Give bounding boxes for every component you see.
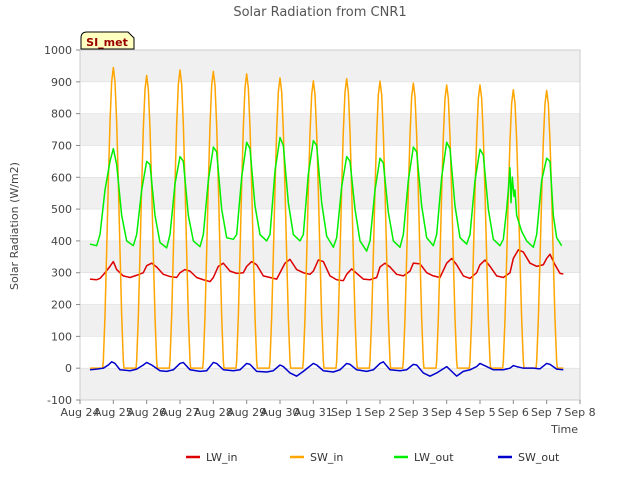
grid-band — [80, 368, 580, 400]
x-tick-label: Aug 27 — [161, 406, 200, 419]
y-tick-label: 300 — [51, 267, 72, 280]
x-tick-label: Sep 5 — [464, 406, 495, 419]
x-axis-label: Time — [550, 423, 578, 436]
grid-band — [80, 240, 580, 273]
legend-label: SW_out — [518, 451, 560, 464]
x-tick-label: Sep 8 — [564, 406, 595, 419]
x-tick-label: Sep 2 — [364, 406, 395, 419]
y-tick-label: 0 — [65, 362, 72, 375]
plot-frame — [79, 49, 581, 401]
x-tick-label: Sep 4 — [431, 406, 462, 419]
grid-band — [80, 177, 580, 210]
y-axis-label: Solar Radiation (W/m2) — [8, 162, 21, 290]
x-tick-label: Aug 24 — [61, 406, 100, 419]
site-badge: SI_met — [80, 31, 135, 50]
x-tick-label: Aug 25 — [94, 406, 133, 419]
x-tick-label: Aug 28 — [194, 406, 233, 419]
legend-label: SW_in — [310, 451, 343, 464]
site-badge-label: SI_met — [86, 36, 128, 49]
series-sw-out-line — [89, 361, 564, 377]
x-tick-label: Aug 26 — [127, 406, 166, 419]
x-tick-label: Aug 30 — [261, 406, 300, 419]
site-badge-shape — [80, 31, 135, 50]
y-tick-label: 600 — [51, 171, 72, 184]
series-sw-in-line — [90, 66, 564, 369]
grid-band — [80, 304, 580, 337]
y-tick-label: 1000 — [44, 44, 72, 57]
x-tick-label: Sep 1 — [331, 406, 362, 419]
y-tick-label: 800 — [51, 108, 72, 121]
grid-band — [80, 50, 580, 82]
legend: LW_in SW_in LW_out SW_out — [186, 451, 560, 464]
series-lines — [89, 66, 564, 377]
y-tick-label: 100 — [51, 330, 72, 343]
y-tick-label: 700 — [51, 139, 72, 152]
series-lw-out-line — [89, 136, 563, 252]
x-tick-label: Aug 31 — [294, 406, 333, 419]
y-tick-label: -100 — [47, 394, 72, 407]
y-tick-label: 200 — [51, 299, 72, 312]
grid-bands — [80, 49, 580, 401]
x-tick-label: Aug 29 — [227, 406, 266, 419]
x-tick-label: Sep 3 — [398, 406, 429, 419]
grid-band — [80, 113, 580, 146]
plot-border — [79, 49, 581, 401]
series-lw-in-line — [89, 249, 564, 283]
legend-label: LW_in — [206, 451, 238, 464]
legend-label: LW_out — [414, 451, 454, 464]
y-axis-ticks: -100 0 100 200 300 400 500 600 700 800 900 1000 — [44, 44, 80, 407]
y-tick-label: 500 — [51, 203, 72, 216]
y-tick-label: 400 — [51, 235, 72, 248]
y-tick-label: 900 — [51, 76, 72, 89]
x-tick-label: Sep 6 — [498, 406, 529, 419]
x-tick-label: Sep 7 — [531, 406, 562, 419]
chart-title: Solar Radiation from CNR1 — [233, 5, 406, 20]
